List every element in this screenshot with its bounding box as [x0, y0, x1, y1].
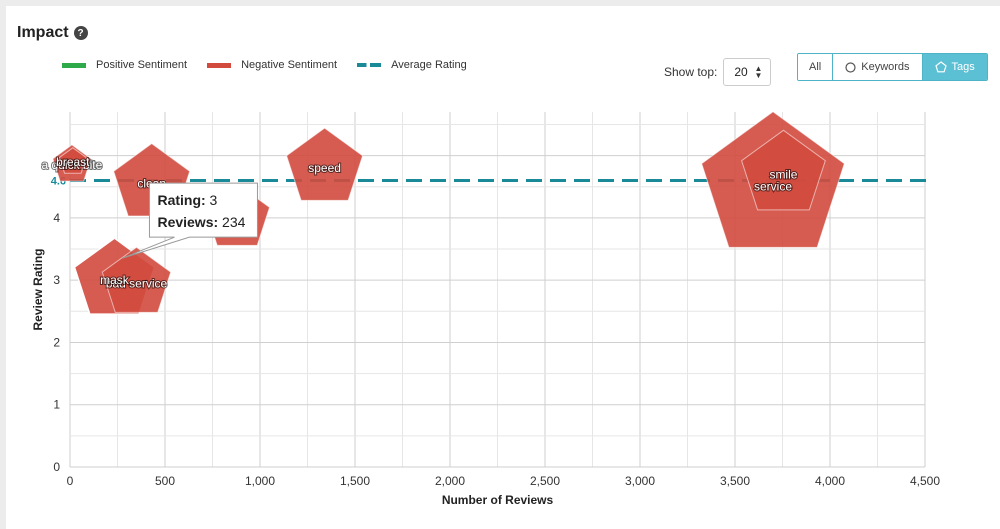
chart-tooltip: Rating: 3 Reviews: 234 [122, 182, 258, 259]
legend-negative-swatch [207, 62, 232, 68]
legend-negative-label: Negative Sentiment [241, 59, 338, 71]
legend-positive-label: Positive Sentiment [96, 59, 188, 71]
chart-legend: Positive Sentiment Negative Sentiment Av… [62, 59, 487, 71]
y-tick-label: 2 [53, 335, 60, 349]
legend-average-label: Average Rating [391, 59, 467, 71]
filter-keywords-button[interactable]: Keywords [832, 54, 922, 80]
bubble-label: mask [100, 273, 130, 287]
filter-all-label: All [809, 61, 822, 73]
page-title: Impact ? [17, 24, 88, 42]
y-tick-label: 3 [53, 273, 60, 287]
bubble-breast[interactable] [58, 147, 87, 174]
bubble-label: a quick bite [42, 158, 103, 172]
chart-axes: 0 500 1,000 1,500 2,000 2,500 3,000 3,500 4,000 4… [31, 211, 940, 507]
x-tick-label: 2,500 [530, 474, 560, 488]
y-tick-label: 0 [53, 460, 60, 474]
legend-average-swatch [357, 63, 382, 67]
show-top-value: 20 [734, 65, 748, 79]
chart-bubbles: a quick bitebreastcleanspeedspeedbad ser… [41, 111, 845, 315]
x-tick-label: 0 [67, 474, 74, 488]
bubble-label: speed [308, 161, 341, 175]
legend-average[interactable]: Average Rating [357, 59, 467, 71]
legend-negative[interactable]: Negative Sentiment [207, 59, 337, 71]
legend-positive-swatch [62, 62, 86, 68]
show-top-select[interactable]: 20 ▲ ▼ [723, 58, 772, 86]
bubble-smile[interactable] [741, 129, 826, 211]
x-tick-label: 3,500 [720, 474, 750, 488]
filter-keywords-label: Keywords [861, 61, 910, 73]
y-tick-label: 4 [53, 211, 60, 225]
tooltip-reviews: Reviews: 234 [157, 214, 245, 230]
x-axis-title: Number of Reviews [442, 493, 554, 507]
filter-tags-label: Tags [951, 61, 975, 73]
bubble-label: service [754, 180, 792, 194]
legend-positive[interactable]: Positive Sentiment [62, 59, 187, 71]
x-tick-label: 4,500 [910, 474, 940, 488]
show-top-label: Show top: [664, 65, 718, 79]
circle-icon [845, 61, 856, 73]
updown-caret-icon: ▲ ▼ [754, 64, 763, 80]
y-axis-title: Review Rating [31, 248, 45, 330]
x-tick-label: 3,000 [625, 474, 655, 488]
tooltip-rating: Rating: 3 [157, 192, 217, 208]
filter-button-group: All Keywords Tags [797, 53, 988, 81]
filter-tags-button[interactable]: Tags [921, 54, 987, 80]
tooltip-box [122, 182, 258, 259]
bubble-speed[interactable] [286, 127, 364, 201]
bubble-bad-service[interactable] [101, 246, 172, 313]
pentagon-icon [934, 61, 947, 73]
x-tick-label: 500 [155, 474, 175, 488]
title-text: Impact [17, 24, 69, 41]
x-tick-label: 2,000 [435, 474, 465, 488]
bubble-label: smile [769, 167, 797, 181]
question-icon[interactable]: ? [73, 26, 88, 40]
bubble-label: breast [56, 155, 90, 169]
show-top-control: Show top: 20 ▲ ▼ [664, 58, 772, 86]
y-tick-label: 1 [53, 398, 60, 412]
x-tick-label: 1,500 [340, 474, 370, 488]
filter-all-button[interactable]: All [798, 54, 833, 80]
x-tick-label: 4,000 [815, 474, 845, 488]
bubble-label: bad service [106, 276, 168, 290]
impact-card [6, 6, 1000, 529]
x-tick-label: 1,000 [245, 474, 275, 488]
